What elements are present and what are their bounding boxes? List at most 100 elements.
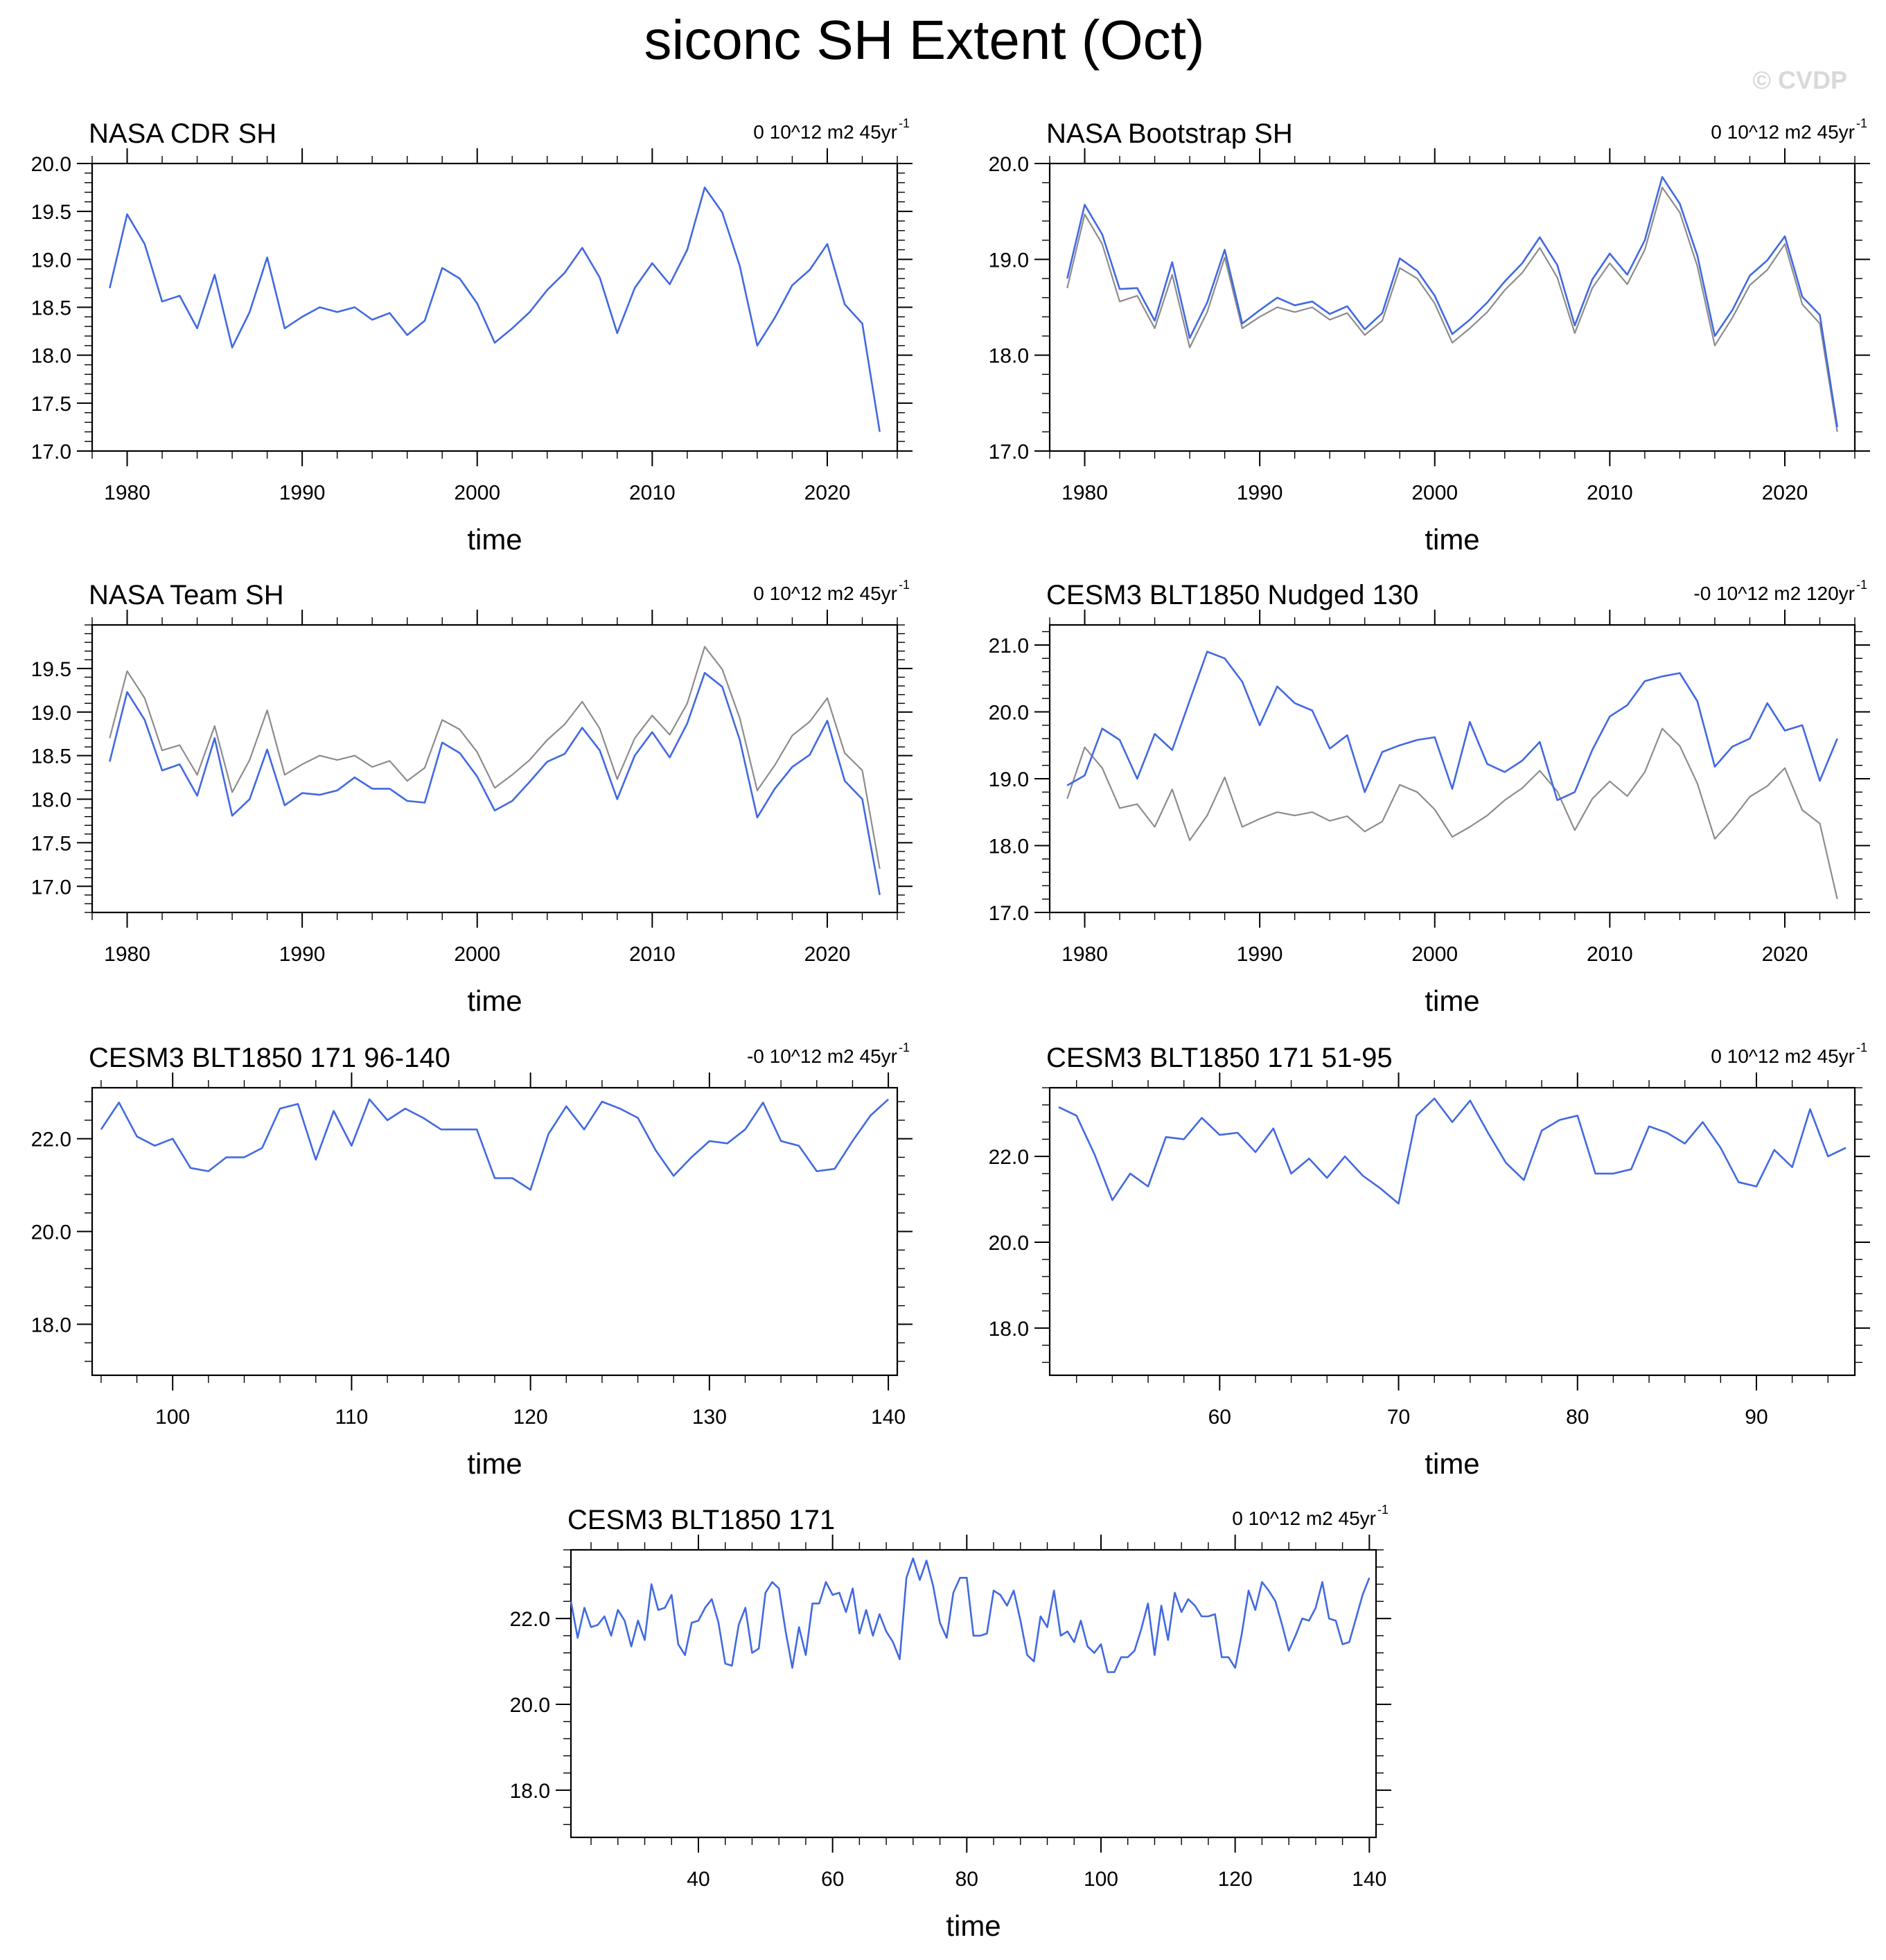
x-tick-label: 2010 [1587,482,1633,504]
x-axis-label: time [1425,523,1479,556]
y-tick-label: 19.0 [31,702,71,725]
series-line-model [1066,651,1838,802]
x-tick-label: 70 [1387,1406,1410,1429]
x-tick-label: 2020 [1762,943,1808,966]
plot-frame [91,624,899,914]
y-tick-label: 18.5 [31,745,71,768]
series-line-reference [1066,727,1838,899]
x-tick-label: 2010 [1587,943,1633,966]
x-tick-label: 130 [692,1406,727,1429]
panel-title: CESM3 BLT1850 171 96-140 [89,1043,450,1073]
panels-container: NASA CDR SH 0 10^12 m2 45yr -117.017.518.0… [31,116,1870,1942]
x-tick-label: 120 [1218,1868,1253,1891]
x-axis-label: time [467,985,522,1017]
series-line-model [1058,1097,1847,1205]
y-tick-label: 17.5 [31,832,71,855]
trend-superscript: -1 [899,1041,910,1054]
x-axis-label: time [946,1909,1001,1942]
y-tick-label: 20.0 [510,1694,550,1717]
y-tick-label: 18.0 [510,1780,550,1803]
trend-label: -0 10^12 m2 120yr [1693,583,1855,604]
x-axis-label: time [1425,1447,1479,1480]
trend-superscript: -1 [1377,1503,1389,1517]
watermark-label: © CVDP [1752,66,1847,94]
x-tick-label: 1990 [1237,943,1283,966]
y-tick-label: 22.0 [31,1129,71,1151]
y-tick-label: 19.5 [31,658,71,681]
x-tick-label: 100 [1084,1868,1118,1891]
x-tick-label: 1980 [1061,943,1108,966]
panel-title: NASA Team SH [89,580,284,610]
figure-title: siconc SH Extent (Oct) [644,9,1204,71]
x-tick-label: 40 [687,1868,710,1891]
y-tick-label: 18.5 [31,297,71,320]
y-tick-label: 18.0 [31,345,71,368]
y-tick-label: 19.0 [989,249,1029,272]
x-tick-label: 110 [335,1406,369,1429]
y-tick-label: 22.0 [989,1146,1029,1169]
x-tick-label: 1990 [1237,482,1283,504]
panel-title: NASA Bootstrap SH [1046,118,1293,149]
plot-frame [1048,162,1856,452]
trend-label: 0 10^12 m2 45yr [753,121,897,143]
y-tick-label: 22.0 [510,1608,550,1631]
x-tick-label: 2000 [1411,482,1458,504]
x-tick-label: 80 [955,1868,978,1891]
trend-label: 0 10^12 m2 45yr [1711,121,1855,143]
chart-panel-4: CESM3 BLT1850 Nudged 130 -0 10^12 m2 120y… [989,578,1870,1017]
y-tick-label: 19.5 [31,201,71,224]
plot-frame [1048,1086,1856,1377]
y-tick-label: 17.0 [989,902,1029,925]
y-tick-label: 20.0 [31,1221,71,1244]
trend-label: -0 10^12 m2 45yr [747,1045,897,1067]
x-tick-label: 2020 [804,482,851,504]
trend-superscript: -1 [1856,578,1867,592]
chart-panel-1: NASA CDR SH 0 10^12 m2 45yr -1 17.0 17.5 18.0… [31,116,913,556]
y-tick-label: 18.0 [989,835,1029,858]
y-tick-label: 17.0 [989,441,1029,463]
x-axis-label: time [467,1447,522,1480]
chart-panel-5: CESM3 BLT1850 171 96-140 -0 10^12 m2 45yr… [31,1041,913,1480]
x-tick-label: 140 [871,1406,906,1429]
y-tick-label: 18.0 [989,345,1029,368]
x-axis-label: time [1425,985,1479,1017]
series-line-model [109,186,881,432]
plot-frame [570,1548,1377,1839]
y-tick-label: 20.0 [31,153,71,176]
plot-frame [1048,624,1856,914]
trend-superscript: -1 [1856,1041,1867,1054]
panel-title: NASA CDR SH [89,118,276,149]
y-tick-label: 18.0 [31,1314,71,1336]
x-tick-label: 2020 [1762,482,1808,504]
x-tick-label: 1980 [1061,482,1108,504]
y-tick-label: 18.0 [989,1318,1029,1341]
y-tick-label: 17.0 [31,441,71,463]
trend-label: 0 10^12 m2 45yr [753,583,897,604]
x-tick-label: 2000 [1411,943,1458,966]
y-tick-label: 21.0 [989,635,1029,657]
trend-superscript: -1 [1856,116,1867,130]
y-tick-label: 20.0 [989,153,1029,176]
x-tick-label: 80 [1566,1406,1589,1429]
x-tick-label: 90 [1745,1406,1768,1429]
x-tick-label: 100 [155,1406,190,1429]
chart-panel-3: NASA Team SH 0 10^12 m2 45yr -1 17.0 17.5 18.… [31,578,913,1017]
x-tick-label: 2010 [629,943,676,966]
trend-superscript: -1 [899,116,910,130]
x-tick-label: 1980 [104,943,150,966]
series-line-model [109,671,881,896]
y-tick-label: 19.0 [31,249,71,272]
y-tick-label: 17.0 [31,876,71,899]
panel-title: CESM3 BLT1850 Nudged 130 [1046,580,1418,610]
trend-label: 0 10^12 m2 45yr [1711,1045,1855,1067]
x-tick-label: 140 [1352,1868,1386,1891]
x-tick-label: 2020 [804,943,851,966]
x-tick-label: 120 [513,1406,548,1429]
chart-panel-2: NASA Bootstrap SH 0 10^12 m2 45yr -1 17.0 18… [989,116,1870,556]
trend-superscript: -1 [899,578,910,592]
x-tick-label: 60 [1208,1406,1231,1429]
x-tick-label: 1980 [104,482,150,504]
x-tick-label: 60 [821,1868,844,1891]
